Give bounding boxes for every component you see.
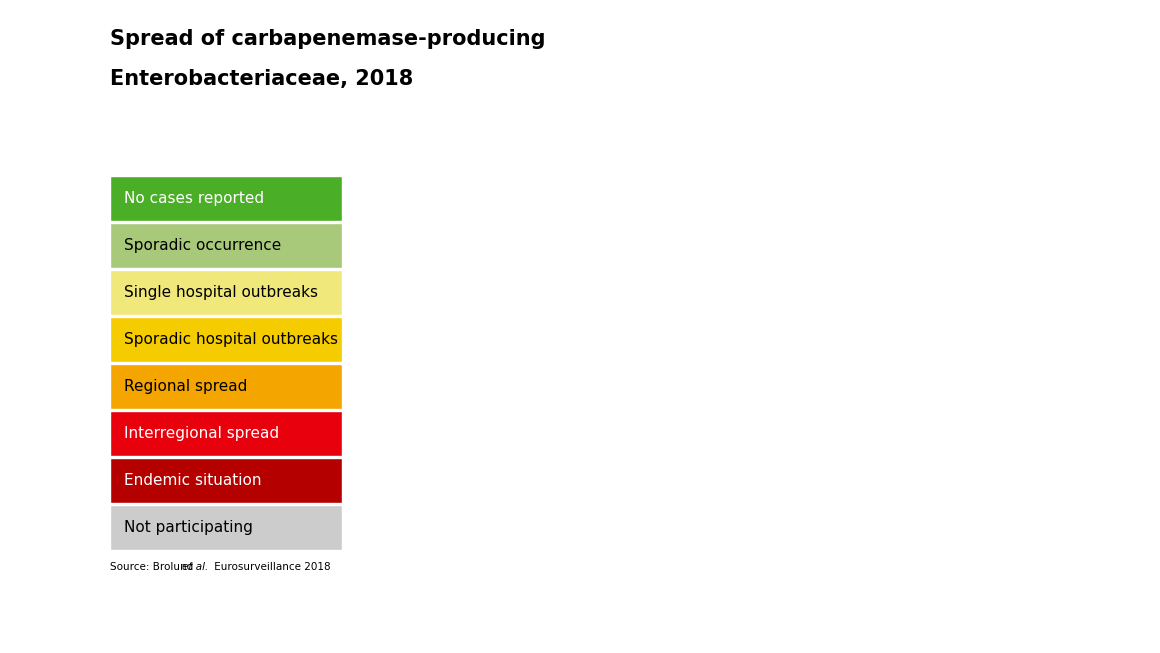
Text: Sporadic hospital outbreaks: Sporadic hospital outbreaks — [124, 332, 338, 347]
Text: Endemic situation: Endemic situation — [124, 473, 262, 488]
Text: Enterobacteriaceae, 2018: Enterobacteriaceae, 2018 — [110, 69, 413, 89]
Text: et al.: et al. — [182, 562, 209, 572]
Text: Spread of carbapenemase-producing: Spread of carbapenemase-producing — [110, 29, 545, 50]
Text: Single hospital outbreaks: Single hospital outbreaks — [124, 285, 318, 300]
Text: Regional spread: Regional spread — [124, 379, 247, 394]
Text: Not participating: Not participating — [124, 520, 253, 535]
Text: Interregional spread: Interregional spread — [124, 426, 280, 441]
Text: No cases reported: No cases reported — [124, 191, 264, 206]
Text: Source: Brolund: Source: Brolund — [110, 562, 197, 572]
Text: Eurosurveillance 2018: Eurosurveillance 2018 — [211, 562, 331, 572]
Text: Sporadic occurrence: Sporadic occurrence — [124, 238, 282, 253]
